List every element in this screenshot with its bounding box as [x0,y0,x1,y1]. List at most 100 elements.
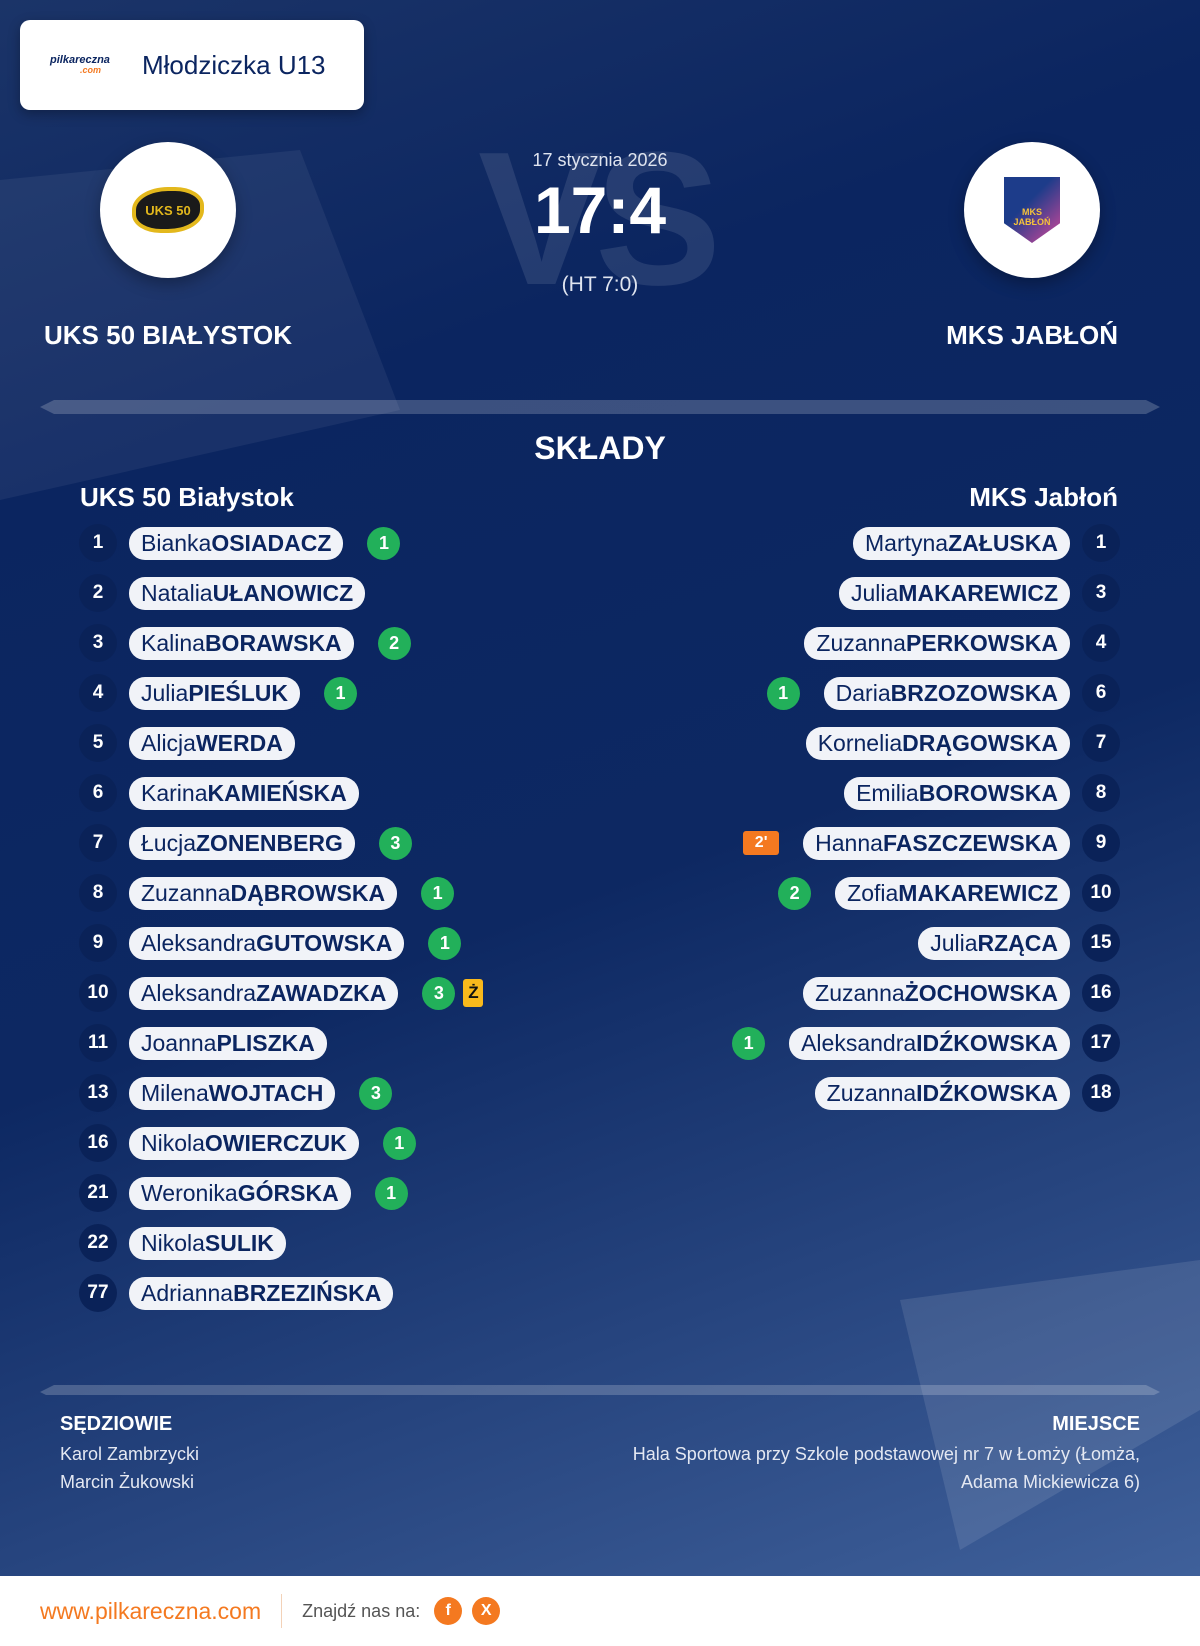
player-first-name: Adrianna [141,1279,234,1306]
player-name[interactable]: Aleksandra GUTOWSKA [129,926,405,960]
player-row[interactable]: 18 Zuzanna IDŹKOWSKA [814,1073,1120,1113]
player-row[interactable]: 1 Bianka OSIADACZ 1 [79,523,401,563]
player-first-name: Joanna [141,1029,217,1056]
player-last-name: BRZEZIŃSKA [233,1279,382,1306]
player-name[interactable]: Julia MAKAREWICZ [838,576,1070,610]
player-last-name: IDŹKOWSKA [916,1029,1058,1056]
suspension-badge: 2' [743,831,780,855]
player-first-name: Julia [850,579,899,606]
vs-watermark: VS [478,113,721,325]
player-row[interactable]: 10 Aleksandra ZAWADZKA 3 Ż [79,973,484,1013]
player-name[interactable]: Zuzanna IDŹKOWSKA [814,1076,1070,1110]
player-name[interactable]: Zofia MAKAREWICZ [835,876,1070,910]
player-first-name: Emilia [856,779,919,806]
player-name[interactable]: Alicja WERDA [129,726,295,760]
player-row[interactable]: 10 Zofia MAKAREWICZ 2 [778,873,1120,913]
player-last-name: WOJTACH [208,1079,324,1106]
player-name[interactable]: Nikola OWIERCZUK [129,1126,359,1160]
player-row[interactable]: 6 Daria BRZOZOWSKA 1 [766,673,1120,713]
player-events: 1 [428,926,462,960]
player-row[interactable]: 22 Nikola SULIK [79,1223,286,1263]
player-number: 6 [79,774,117,812]
home-team-logo[interactable]: UKS 50 [100,142,236,278]
home-team-name[interactable]: UKS 50 BIAŁYSTOK [44,320,293,350]
player-first-name: Kalina [141,629,205,656]
player-name[interactable]: Adrianna BRZEZIŃSKA [129,1276,394,1310]
away-team-name[interactable]: MKS JABŁOŃ [946,320,1118,350]
facebook-icon[interactable]: f [434,1597,463,1625]
player-name[interactable]: Aleksandra ZAWADZKA [129,976,399,1010]
player-number: 3 [79,624,117,662]
player-row[interactable]: 6 Karina KAMIEŃSKA [79,773,359,813]
player-row[interactable]: 4 Zuzanna PERKOWSKA [804,623,1120,663]
player-name[interactable]: Joanna PLISZKA [129,1026,327,1060]
pilkareczna-logo[interactable]: pilkareczna .com [50,54,110,76]
player-row[interactable]: 7 Łucja ZONENBERG 3 [79,823,412,863]
goals-badge: 3 [359,1076,393,1110]
uks-logo-icon: UKS 50 [132,187,204,233]
player-first-name: Karina [141,779,208,806]
player-name[interactable]: Bianka OSIADACZ [129,526,344,560]
player-events: 2' [743,831,780,855]
player-name[interactable]: Milena WOJTACH [129,1076,336,1110]
player-name[interactable]: Zuzanna PERKOWSKA [804,626,1070,660]
player-row[interactable]: 17 Aleksandra IDŹKOWSKA 1 [732,1023,1120,1063]
player-row[interactable]: 3 Julia MAKAREWICZ [838,573,1120,613]
player-name[interactable]: Łucja ZONENBERG [129,826,355,860]
player-row[interactable]: 3 Kalina BORAWSKA 2 [79,623,411,663]
player-last-name: MAKAREWICZ [898,579,1058,606]
player-number: 4 [1082,624,1120,662]
goals-badge: 1 [374,1176,408,1210]
home-lineup-header: UKS 50 Białystok [80,482,294,512]
player-events: 1 [374,1176,408,1210]
player-name[interactable]: Weronika GÓRSKA [129,1176,351,1210]
player-name[interactable]: Emilia BOROWSKA [844,776,1070,810]
player-name[interactable]: Karina KAMIEŃSKA [129,776,359,810]
player-row[interactable]: 77 Adrianna BRZEZIŃSKA [79,1273,394,1313]
player-name[interactable]: Martyna ZAŁUSKA [853,526,1070,560]
player-last-name: IDŹKOWSKA [916,1079,1058,1106]
player-number: 17 [1082,1024,1120,1062]
player-name[interactable]: Zuzanna DĄBROWSKA [129,876,398,910]
player-name[interactable]: Daria BRZOZOWSKA [823,676,1070,710]
player-name[interactable]: Natalia UŁANOWICZ [129,576,366,610]
goals-badge: 1 [367,526,401,560]
player-name[interactable]: Hanna FASZCZEWSKA [803,826,1070,860]
player-row[interactable]: 1 Martyna ZAŁUSKA [853,523,1120,563]
player-row[interactable]: 15 Julia RZĄCA [918,923,1120,963]
player-name[interactable]: Aleksandra IDŹKOWSKA [789,1026,1070,1060]
player-name[interactable]: Julia RZĄCA [918,926,1070,960]
player-row[interactable]: 5 Alicja WERDA [79,723,295,763]
website-link[interactable]: www.pilkareczna.com [40,1594,283,1628]
player-last-name: SULIK [204,1229,274,1256]
player-row[interactable]: 2 Natalia UŁANOWICZ [79,573,366,613]
player-row[interactable]: 13 Milena WOJTACH 3 [79,1073,393,1113]
player-row[interactable]: 8 Emilia BOROWSKA [844,773,1120,813]
player-first-name: Nikola [141,1129,205,1156]
player-row[interactable]: 9 Aleksandra GUTOWSKA 1 [79,923,462,963]
player-events: 3 [378,826,412,860]
player-events: 1 [382,1126,416,1160]
player-row[interactable]: 4 Julia PIEŚLUK 1 [79,673,357,713]
final-score: 17:4 [533,173,667,247]
player-row[interactable]: 21 Weronika GÓRSKA 1 [79,1173,408,1213]
player-number: 10 [1082,874,1120,912]
player-name[interactable]: Julia PIEŚLUK [129,676,300,710]
player-first-name: Martyna [865,529,949,556]
player-first-name: Aleksandra [801,1029,917,1056]
player-row[interactable]: 8 Zuzanna DĄBROWSKA 1 [79,873,455,913]
player-name[interactable]: Kornelia DRĄGOWSKA [805,726,1070,760]
x-icon[interactable]: X [472,1597,501,1625]
player-row[interactable]: 9 Hanna FASZCZEWSKA 2' [743,823,1120,863]
player-row[interactable]: 16 Zuzanna ŻOCHOWSKA [803,973,1120,1013]
player-row[interactable]: 7 Kornelia DRĄGOWSKA [805,723,1120,763]
player-events: 1 [324,676,357,710]
player-row[interactable]: 11 Joanna PLISZKA [79,1023,327,1063]
player-row[interactable]: 16 Nikola OWIERCZUK 1 [79,1123,416,1163]
referees-list: Karol Zambrzycki Marcin Żukowski [60,1440,199,1496]
player-name[interactable]: Nikola SULIK [129,1226,286,1260]
player-name[interactable]: Kalina BORAWSKA [129,626,354,660]
player-name[interactable]: Zuzanna ŻOCHOWSKA [803,976,1070,1010]
away-team-logo[interactable]: MKS JABŁOŃ [964,142,1100,278]
player-first-name: Julia [141,679,189,706]
